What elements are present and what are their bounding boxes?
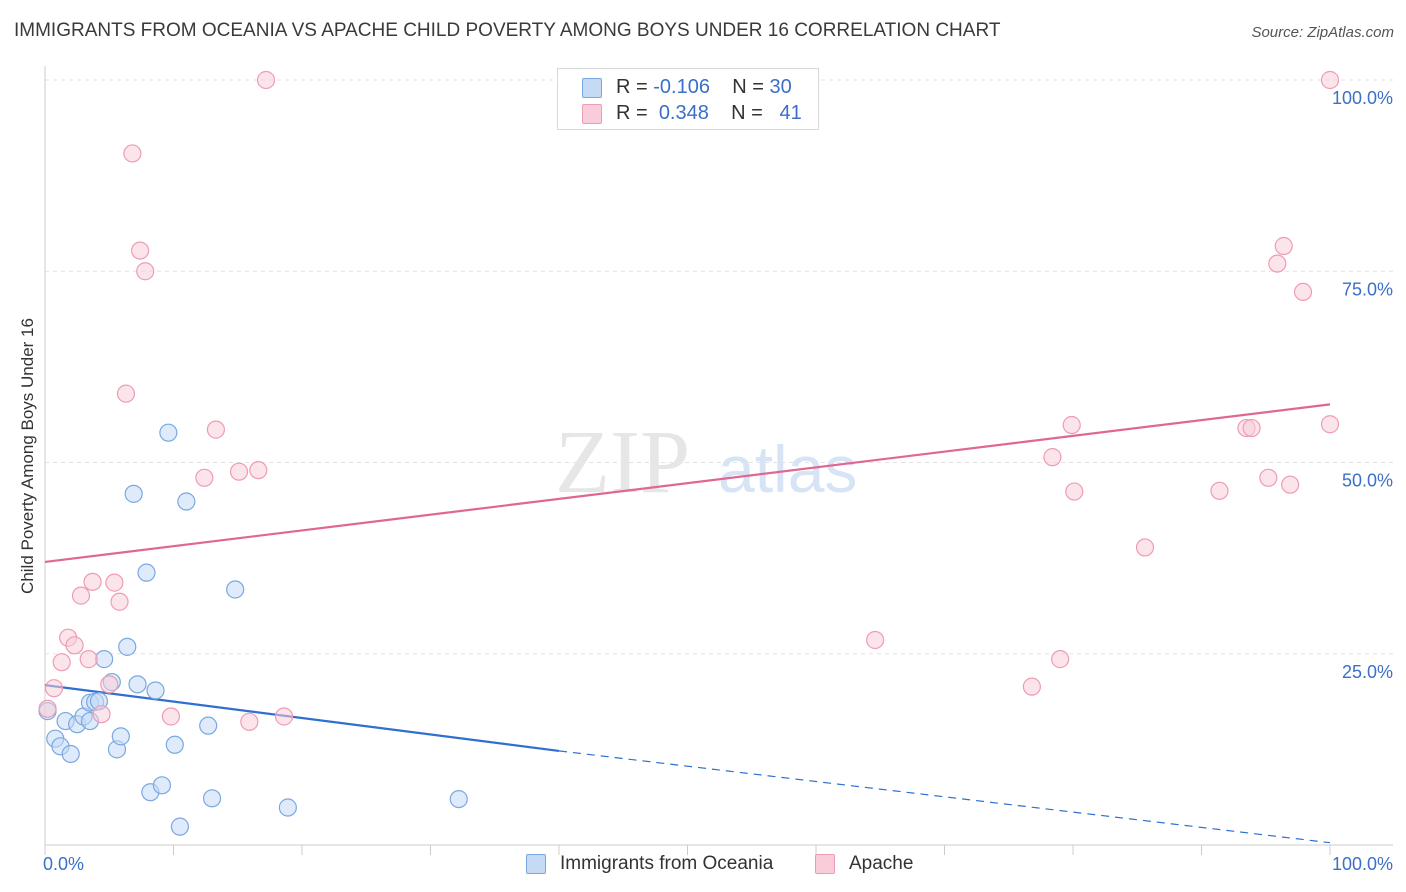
point-oceania <box>170 817 190 836</box>
point-apache <box>195 468 214 487</box>
point-apache <box>274 707 294 726</box>
point-oceania <box>95 650 114 669</box>
point-oceania <box>124 484 143 503</box>
point-apache <box>130 241 150 260</box>
point-apache <box>71 586 91 605</box>
point-oceania <box>278 798 297 817</box>
point-apache <box>1210 481 1229 500</box>
point-oceania <box>165 735 184 754</box>
watermark-zip: ZIP <box>555 413 690 512</box>
point-apache <box>256 70 276 90</box>
r-label: R = <box>616 76 648 98</box>
x-tick-label: 100.0% <box>1332 854 1393 874</box>
swatch-apache <box>582 104 602 124</box>
point-apache <box>79 650 98 669</box>
point-apache <box>1065 482 1084 501</box>
point-apache <box>38 699 57 718</box>
r-value: 0.348 <box>658 102 709 124</box>
point-apache <box>1274 236 1293 256</box>
n-value: 30 <box>769 76 792 98</box>
point-apache <box>92 705 111 724</box>
point-apache <box>65 636 84 655</box>
point-apache <box>1281 475 1300 494</box>
point-oceania <box>137 563 156 582</box>
point-apache <box>44 679 64 698</box>
point-apache <box>1062 415 1081 435</box>
point-apache <box>123 144 142 163</box>
tick-label-layer: 25.0% 50.0% 75.0% 100.0% 0.0% 100.0% <box>43 88 1393 874</box>
x-tick-label: 0.0% <box>43 854 84 874</box>
trend-layer <box>44 403 1331 844</box>
point-apache <box>1242 418 1261 438</box>
point-oceania <box>199 716 218 735</box>
point-oceania <box>146 681 165 700</box>
watermark-layer: ZIP atlas <box>555 413 857 512</box>
point-apache <box>1043 448 1062 467</box>
point-apache <box>1259 468 1278 487</box>
point-oceania <box>202 789 222 808</box>
point-apache <box>100 675 119 694</box>
y-tick-label: 50.0% <box>1342 471 1393 491</box>
y-tick-label: 25.0% <box>1342 662 1393 682</box>
point-apache <box>83 572 102 591</box>
watermark-atlas: atlas <box>718 432 857 506</box>
point-apache <box>866 630 885 650</box>
point-oceania <box>152 776 172 795</box>
grid-layer <box>45 79 1393 655</box>
point-apache <box>1268 254 1287 273</box>
n-value: 41 <box>779 102 802 124</box>
n-label: N = <box>732 76 764 98</box>
point-apache <box>1293 282 1313 302</box>
point-oceania <box>111 727 130 746</box>
point-apache <box>1135 538 1155 557</box>
point-apache <box>1320 70 1340 90</box>
y-tick-label: 75.0% <box>1342 279 1393 299</box>
point-oceania <box>118 637 137 656</box>
point-apache <box>110 592 129 611</box>
r-label: R = <box>616 102 648 124</box>
point-apache <box>249 461 268 480</box>
point-apache <box>161 707 181 726</box>
point-apache <box>1320 415 1340 434</box>
point-oceania <box>159 423 178 442</box>
series-legend: Immigrants from Oceania Apache <box>0 852 1406 878</box>
y-tick-label: 100.0% <box>1332 88 1393 108</box>
point-apache <box>240 712 259 731</box>
point-apache <box>206 420 226 439</box>
n-label: N = <box>731 102 763 124</box>
point-oceania <box>128 675 147 694</box>
point-oceania <box>226 580 245 599</box>
trend-line-oceania <box>44 684 560 752</box>
point-apache <box>136 262 155 281</box>
trend-line-oceania-extension <box>558 750 1331 844</box>
point-apache <box>105 573 124 592</box>
points-layer <box>38 70 1340 836</box>
point-oceania <box>177 492 196 511</box>
legend-label-oceania: Immigrants from Oceania <box>560 853 774 874</box>
swatch-oceania <box>582 78 602 98</box>
point-apache <box>1051 650 1070 669</box>
point-apache <box>52 653 71 672</box>
point-oceania <box>449 789 468 809</box>
point-apache <box>1022 677 1041 696</box>
legend-swatch-apache <box>815 854 835 874</box>
chart-source: Source: ZipAtlas.com <box>1251 24 1394 41</box>
r-value: -0.106 <box>653 76 710 98</box>
stats-legend: R = -0.106 N = 30 R = 0.348 N = 41 <box>557 68 819 130</box>
point-oceania <box>61 744 80 764</box>
trend-line-apache <box>44 403 1331 564</box>
legend-label-apache: Apache <box>849 853 914 874</box>
legend-swatch-oceania <box>526 854 546 874</box>
chart-title: IMMIGRANTS FROM OCEANIA VS APACHE CHILD … <box>14 20 1001 41</box>
point-apache <box>229 462 249 481</box>
point-apache <box>116 384 136 403</box>
